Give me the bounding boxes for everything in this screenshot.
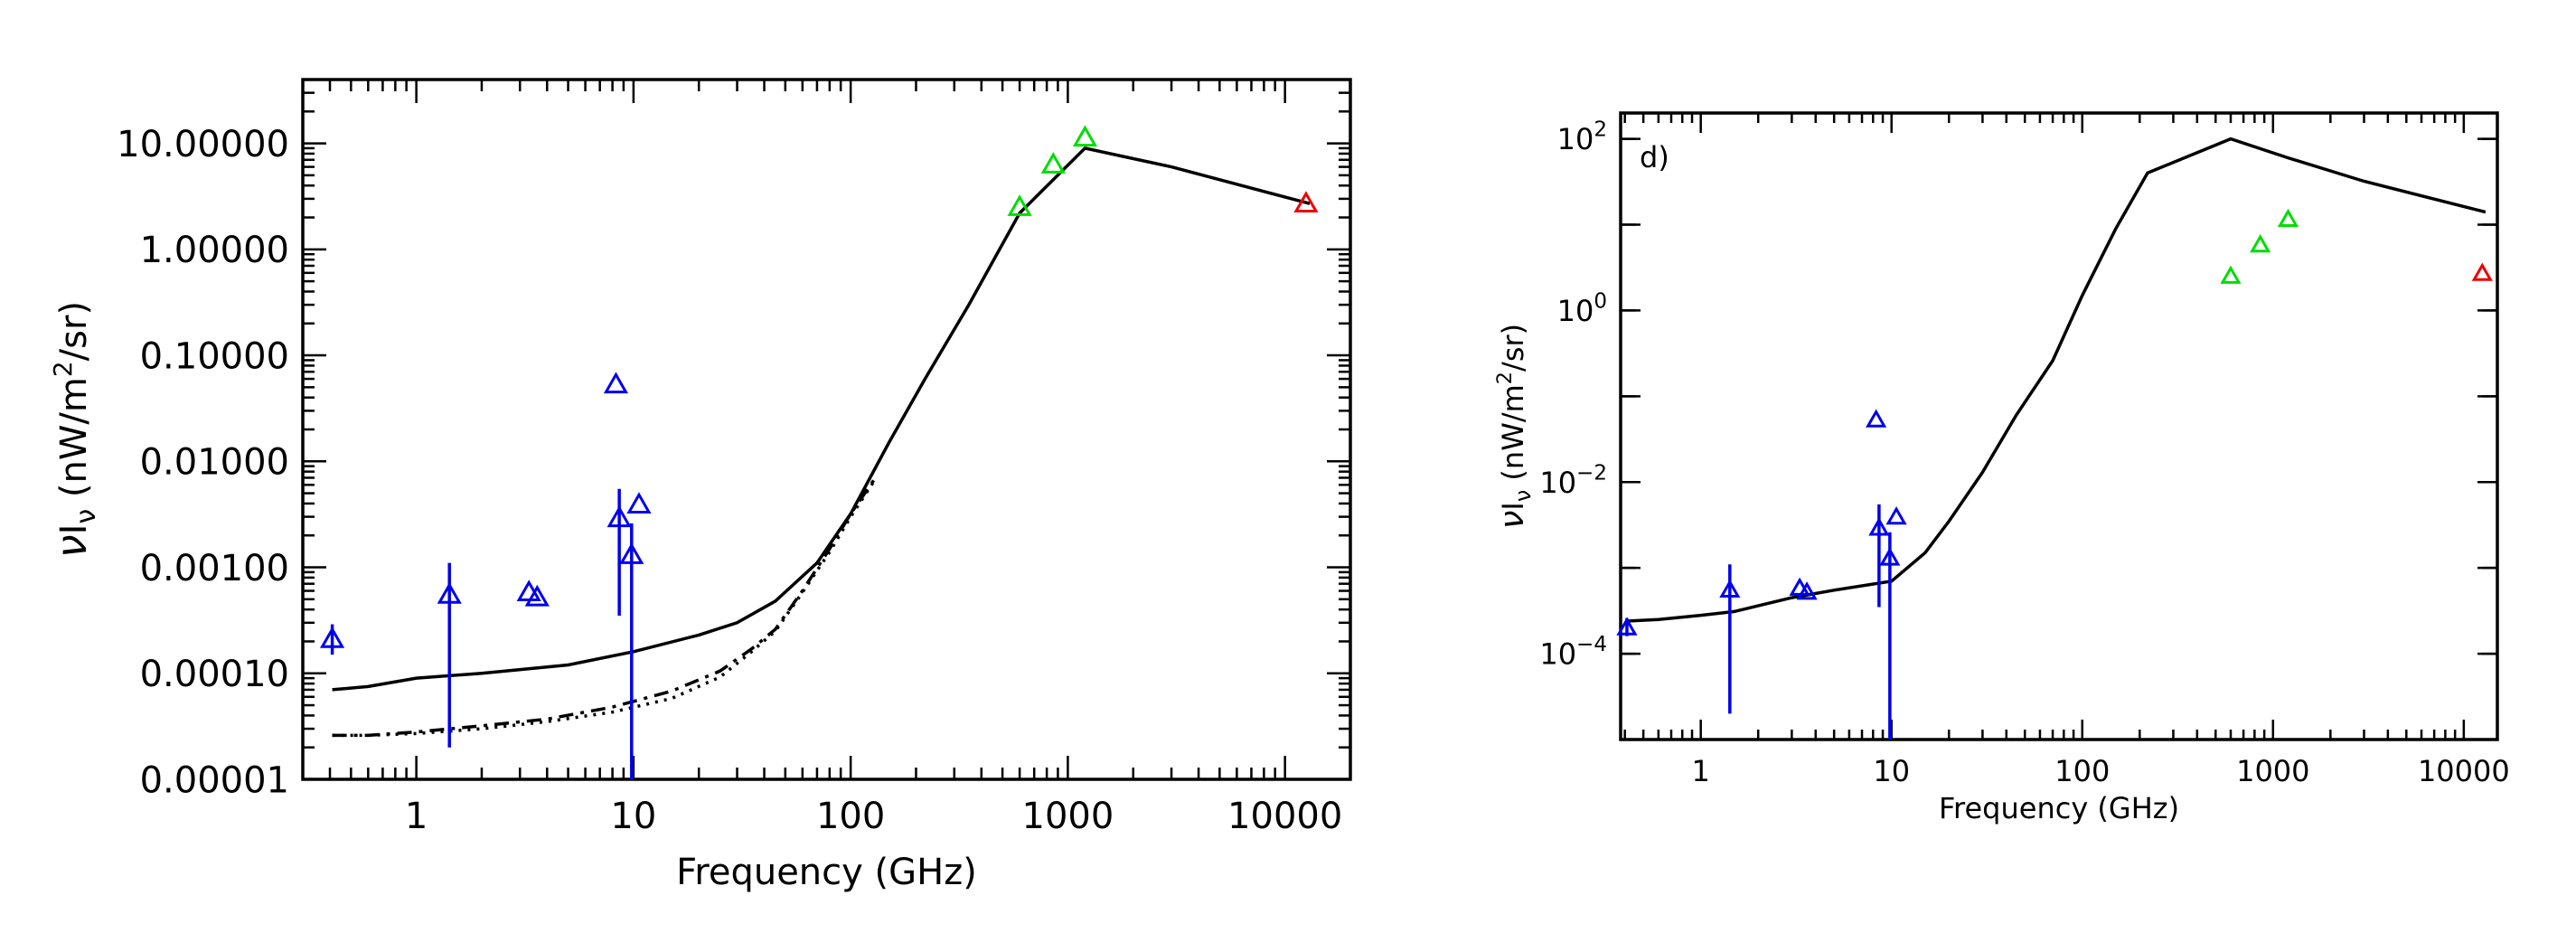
y-tick-label: 0.00100 xyxy=(140,548,289,589)
triangle-marker xyxy=(2471,262,2493,281)
x-tick-label: 10 xyxy=(610,796,656,837)
y-tick-label: 10−4 xyxy=(1539,633,1607,671)
x-tick-label: 10000 xyxy=(2418,754,2510,788)
x-axis-ticks xyxy=(301,80,1352,779)
data-point xyxy=(320,624,345,655)
data-point xyxy=(626,492,652,514)
panel-label: d) xyxy=(1640,140,1669,174)
y-axis-ticks xyxy=(303,78,1350,781)
x-tick-label: 100 xyxy=(816,796,885,837)
triangle-marker xyxy=(1885,506,1907,525)
series-solid-line xyxy=(332,146,1311,692)
data-point xyxy=(619,523,644,779)
data-point xyxy=(2220,265,2242,284)
series-solid-line xyxy=(1626,137,2487,623)
data-point xyxy=(1879,532,1901,740)
x-tick-label: 1 xyxy=(1692,754,1710,788)
triangle-marker xyxy=(1866,409,1887,428)
x-tick-label: 10 xyxy=(1873,754,1910,788)
y-axis-ticks xyxy=(1621,137,2497,741)
y-tick-label: 0.00010 xyxy=(140,654,289,695)
x-axis-label: Frequency (GHz) xyxy=(676,852,977,893)
series-dotted-line xyxy=(332,477,877,738)
triangle-marker xyxy=(524,584,550,607)
y-tick-label: 0.01000 xyxy=(140,442,289,484)
x-axis-ticks xyxy=(1623,113,2466,740)
data-point xyxy=(1072,125,1098,147)
data-point xyxy=(524,584,550,607)
y-tick-label: 1.00000 xyxy=(140,230,289,271)
plot-frame xyxy=(1619,111,2499,741)
data-point xyxy=(1719,564,1741,714)
data-point xyxy=(1866,409,1887,428)
y-tick-label: 0.00001 xyxy=(140,759,289,801)
triangle-marker xyxy=(2250,233,2271,253)
triangle-marker xyxy=(2277,208,2299,227)
x-axis-label: Frequency (GHz) xyxy=(1939,791,2179,825)
triangle-marker xyxy=(1616,617,1638,636)
triangle-marker xyxy=(1796,581,1818,600)
data-point xyxy=(1293,191,1319,212)
y-axis-label: νIν (nW/m2/sr) xyxy=(47,301,102,558)
triangle-marker xyxy=(1868,517,1890,536)
triangle-marker xyxy=(1007,194,1032,216)
x-tick-label: 1000 xyxy=(1022,796,1114,837)
triangle-marker xyxy=(1293,191,1319,212)
left-panel: 1 10 100 1000 10000 0.00001 0.00010 0.00100 0.01… xyxy=(47,78,1352,893)
data-point xyxy=(437,562,462,748)
data-point xyxy=(1796,581,1818,600)
triangle-marker xyxy=(2220,265,2242,284)
x-tick-label: 10000 xyxy=(1227,796,1342,837)
triangle-marker xyxy=(1719,579,1741,598)
data-point xyxy=(1885,506,1907,525)
right-panel-d: 1 10 100 1000 10000 10−4 10−2 100 102 Frequency (… xyxy=(1492,111,2510,825)
data-point xyxy=(1868,504,1890,608)
triangle-marker xyxy=(626,492,652,514)
triangle-marker xyxy=(606,505,632,528)
y-tick-label: 10.00000 xyxy=(117,124,289,165)
y-tick-label: 102 xyxy=(1557,118,1607,156)
triangle-marker xyxy=(1072,125,1098,147)
data-point xyxy=(606,488,632,616)
y-tick-label: 100 xyxy=(1557,290,1607,328)
data-point xyxy=(2471,262,2493,281)
data-point xyxy=(603,372,629,394)
data-point xyxy=(1007,194,1032,216)
x-tick-label: 1000 xyxy=(2236,754,2309,788)
y-tick-label: 0.10000 xyxy=(140,335,289,377)
y-axis-label: νIν (nW/m2/sr) xyxy=(1492,324,1536,529)
data-point xyxy=(2250,233,2271,253)
triangle-marker xyxy=(437,581,462,604)
series-dashed-line xyxy=(332,476,877,738)
data-point xyxy=(1040,152,1066,174)
triangle-marker xyxy=(320,626,345,648)
data-point xyxy=(2277,208,2299,227)
triangle-marker xyxy=(1879,547,1901,566)
triangle-marker xyxy=(619,542,644,564)
triangle-marker xyxy=(603,372,629,394)
data-point xyxy=(1616,617,1638,636)
triangle-marker xyxy=(1040,152,1066,174)
x-tick-label: 100 xyxy=(2054,754,2110,788)
y-tick-label: 10−2 xyxy=(1539,461,1607,499)
x-tick-label: 1 xyxy=(405,796,428,837)
